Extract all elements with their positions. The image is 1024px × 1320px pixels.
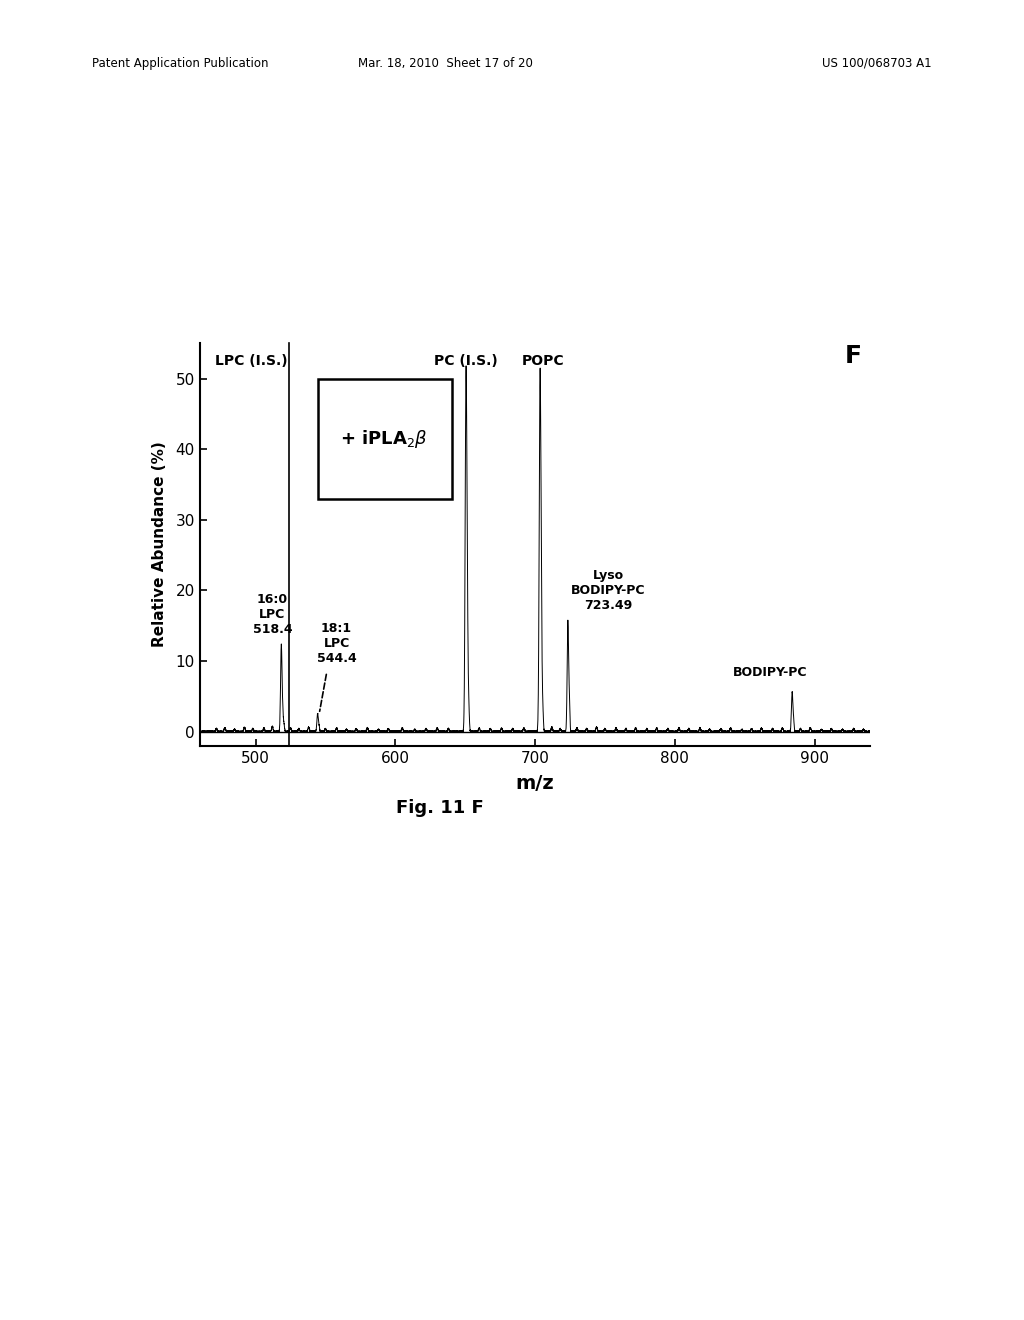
Text: 18:1
LPC
544.4: 18:1 LPC 544.4 <box>316 622 356 664</box>
Text: BODIPY-PC: BODIPY-PC <box>732 665 807 678</box>
Y-axis label: Relative Abundance (%): Relative Abundance (%) <box>153 442 167 647</box>
Text: F: F <box>845 345 862 368</box>
FancyBboxPatch shape <box>317 379 452 499</box>
Text: LPC (I.S.): LPC (I.S.) <box>215 354 288 368</box>
Text: Fig. 11 F: Fig. 11 F <box>396 799 484 817</box>
Text: + iPLA$_2\beta$: + iPLA$_2\beta$ <box>340 428 428 450</box>
Text: Lyso
BODIPY-PC
723.49: Lyso BODIPY-PC 723.49 <box>571 569 646 611</box>
Text: POPC: POPC <box>522 354 565 368</box>
Text: US 100/068703 A1: US 100/068703 A1 <box>822 57 932 70</box>
Text: 16:0
LPC
518.4: 16:0 LPC 518.4 <box>253 593 292 636</box>
Text: PC (I.S.): PC (I.S.) <box>434 354 498 368</box>
X-axis label: m/z: m/z <box>516 774 554 793</box>
Text: Mar. 18, 2010  Sheet 17 of 20: Mar. 18, 2010 Sheet 17 of 20 <box>358 57 532 70</box>
Text: Patent Application Publication: Patent Application Publication <box>92 57 268 70</box>
